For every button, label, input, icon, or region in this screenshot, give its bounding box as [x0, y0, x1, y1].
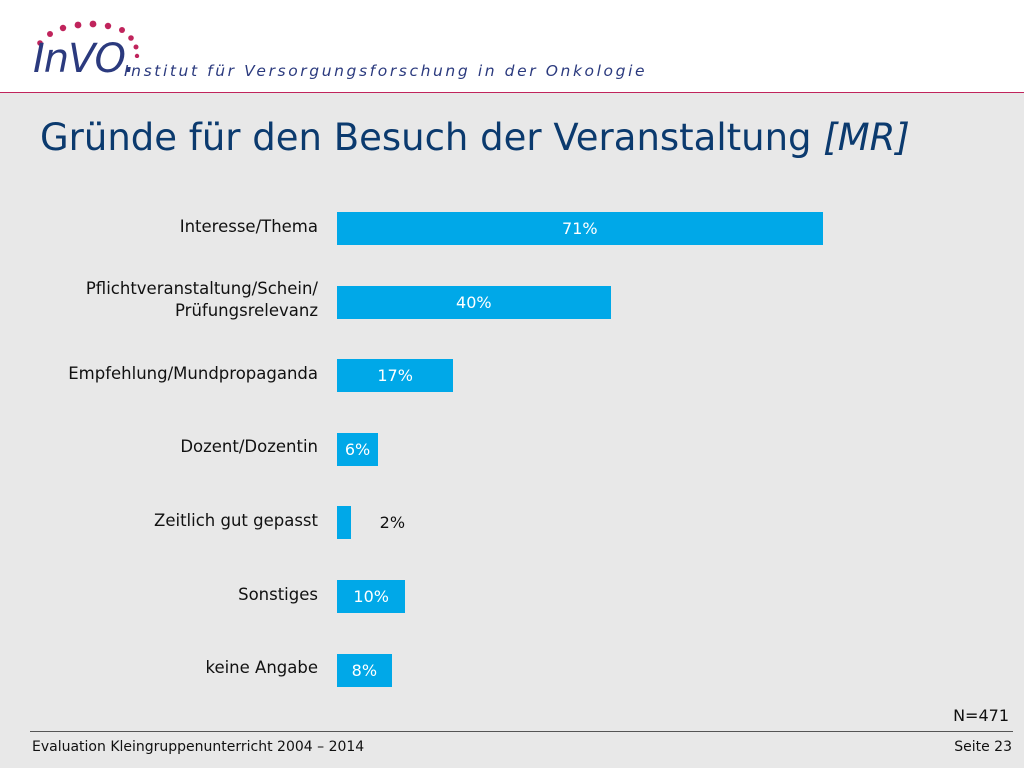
bar: [337, 432, 379, 466]
slide-title: Gründe für den Besuch der Veranstaltung …: [40, 116, 910, 159]
bar: [337, 653, 392, 687]
institute-name: Institut für Versorgungsforschung in der…: [124, 62, 648, 80]
bar: [337, 506, 351, 540]
bar: [337, 359, 454, 393]
category-label: Interesse/Thema: [179, 216, 318, 236]
category-label: Zeitlich gut gepasst: [154, 510, 318, 530]
bar: [337, 285, 611, 319]
category-label: Empfehlung/Mundpropaganda: [68, 363, 318, 383]
slide-title-suffix: [MR]: [823, 116, 910, 159]
data-label: 6%: [344, 439, 371, 459]
page-number: Seite 23: [954, 739, 1012, 755]
data-label: 8%: [351, 660, 378, 680]
footer-text: Evaluation Kleingruppenunterricht 2004 –…: [32, 739, 365, 755]
header: InVO. Institut für Versorgungsforschung …: [0, 0, 1024, 92]
footer-divider: [30, 731, 1013, 732]
data-label: 17%: [377, 366, 413, 386]
data-label: 2%: [379, 513, 406, 533]
sample-size: N=471: [953, 706, 1009, 725]
category-label: Dozent/Dozentin: [180, 437, 318, 457]
data-label: 10%: [353, 587, 389, 606]
header-divider: [0, 92, 1024, 93]
bar: [337, 580, 406, 613]
bar: [337, 212, 823, 245]
data-label: 40%: [456, 292, 492, 312]
category-label: Pflichtveranstaltung/Schein/Prüfungsrele…: [85, 279, 318, 321]
category-label: Sonstiges: [238, 584, 318, 604]
data-label: 71%: [562, 219, 598, 238]
slide-title-text: Gründe für den Besuch der Veranstaltung: [40, 116, 812, 159]
logo: InVO.: [33, 36, 136, 82]
logo-dots-icon: [37, 20, 140, 58]
category-label: keine Angabe: [205, 658, 318, 678]
